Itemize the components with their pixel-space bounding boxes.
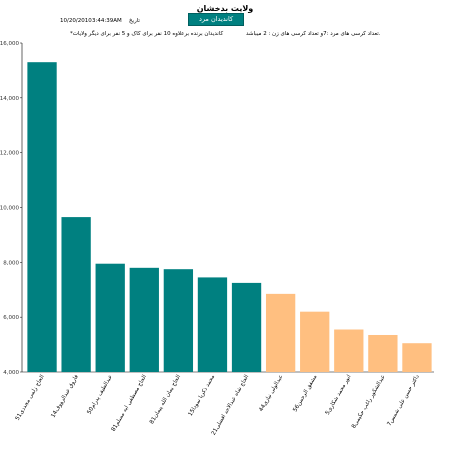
category-label-2: 14فاروق عبدالرووف xyxy=(50,374,80,419)
category-label-8: 44عبدالولی نیازی xyxy=(258,374,284,413)
category-label-5: 81الحاج یمان الله پیمان xyxy=(149,374,182,426)
seats-info-line: تعداد کرسی های مرد :7و تعداد کرسی های زن… xyxy=(246,31,381,37)
y-tick-label: 12,000 xyxy=(0,151,19,157)
bar-7 xyxy=(231,282,262,372)
category-label-11: 8عبدالشکور راغب حکیمی xyxy=(350,374,386,430)
y-tick-label: 6,000 xyxy=(3,315,19,321)
y-tick-label: 4,000 xyxy=(3,370,19,376)
date-label: تاریخ xyxy=(129,18,140,24)
bar-8 xyxy=(265,293,296,372)
bar-9 xyxy=(300,311,330,372)
winners-info-line: *کاندیدان برنده برعلاوه 10 نفر برای کاک … xyxy=(70,31,224,37)
bar-4 xyxy=(129,267,159,372)
category-label-12: 7داکتر حسن علی شمس xyxy=(386,373,421,427)
y-tick-label: 8,000 xyxy=(3,260,19,266)
category-label-9: 56مشفق الرحمن xyxy=(292,374,318,413)
chart-category-labels: 51الحاج زلمی مجددی 14فاروق عبدالرووف 50عبد… xyxy=(15,373,421,436)
bar-10 xyxy=(334,329,364,372)
bar-2 xyxy=(61,217,91,372)
bar-1 xyxy=(27,62,57,373)
chart-bars xyxy=(27,62,432,373)
category-label-4: 81الحاج مصطفی ایه مسلم xyxy=(111,374,149,433)
bar-5 xyxy=(163,269,194,372)
report-date: 10/20/2010 xyxy=(60,18,92,24)
category-label-7: 21الحاج شاه عبدالاحد افضلی xyxy=(211,374,251,437)
bar-12 xyxy=(402,343,432,372)
bar-6 xyxy=(197,277,228,372)
bar-11 xyxy=(368,334,398,372)
category-label-6: 15محمد ذکریا سودا xyxy=(187,374,216,418)
category-label-3: 50عبدالطیف پدرام xyxy=(87,374,114,415)
candidate-type-badge: کاندیدان مرد xyxy=(188,13,244,26)
bar-3 xyxy=(95,263,125,372)
chart-title: ولایت بدخشان xyxy=(196,4,254,13)
category-label-10: 5انور محمد شکاری xyxy=(324,373,353,416)
y-tick-label: 10,000 xyxy=(0,206,19,212)
y-tick-label: 16,000 xyxy=(0,41,19,47)
y-tick-label: 14,000 xyxy=(0,96,19,102)
category-label-1: 51الحاج زلمی مجددی xyxy=(15,374,46,422)
report-time: 3:44:39AM xyxy=(92,18,122,24)
